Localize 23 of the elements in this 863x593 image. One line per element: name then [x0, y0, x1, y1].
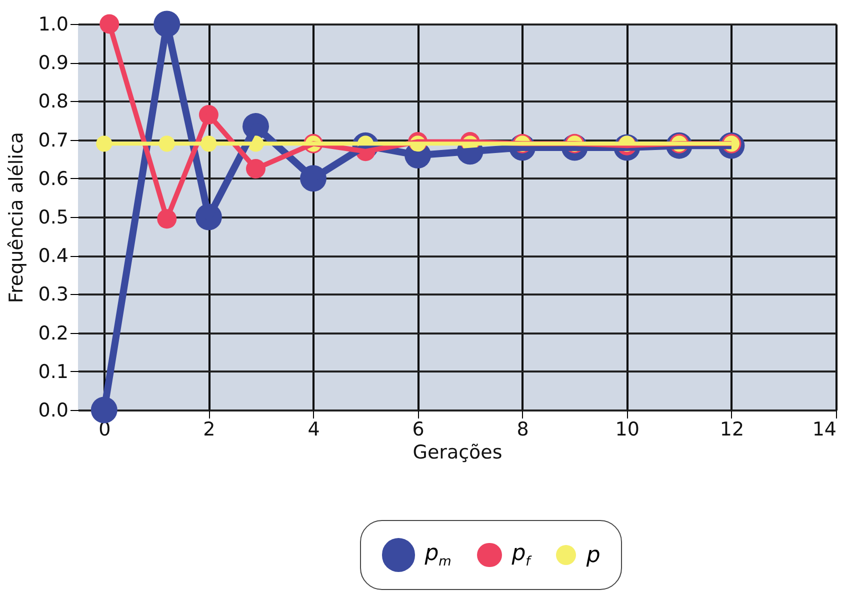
legend-label: p$_{m}$: [424, 540, 452, 570]
x-tick-label: 8: [516, 418, 529, 440]
y-tick-label: 0.2: [38, 322, 68, 344]
y-tick-label: 0.6: [38, 168, 68, 190]
x-tick-label: 12: [720, 418, 744, 440]
y-tick-label: 0.8: [38, 90, 68, 113]
y-tick-label: 0.3: [38, 284, 68, 306]
legend-label: p: [586, 542, 600, 568]
y-tick-label: 0.1: [38, 360, 68, 383]
x-tick-label: 14: [812, 418, 836, 440]
y-tick-label: 1.0: [38, 14, 68, 36]
y-tick-label: 0.4: [38, 245, 68, 268]
y-axis-title: Frequência alélica: [5, 132, 28, 304]
x-tick-label: 6: [412, 418, 424, 440]
y-tick-label: 0.0: [38, 400, 68, 422]
x-axis-title: Gerações: [412, 442, 502, 464]
y-tick-label: 0.9: [38, 52, 68, 74]
x-tick-label: 10: [615, 418, 640, 440]
x-tick-label: 2: [203, 418, 216, 440]
y-tick-label: 0.5: [38, 206, 68, 228]
legend-label: p$_{f}$: [512, 540, 530, 570]
y-tick-label: 0.7: [38, 129, 68, 152]
x-tick-label: 4: [308, 418, 320, 440]
